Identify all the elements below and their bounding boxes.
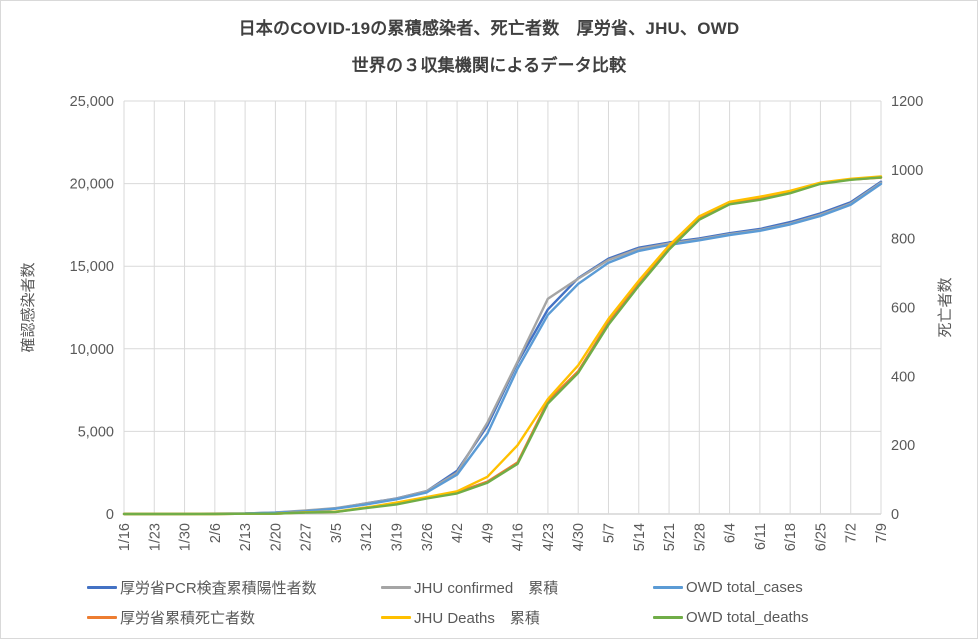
x-axis-tick-label: 3/19 bbox=[390, 523, 406, 551]
x-axis-tick-label: 6/25 bbox=[813, 523, 829, 551]
right-axis-tick-label: 800 bbox=[891, 232, 915, 248]
left-axis-tick-label: 25,000 bbox=[70, 94, 114, 110]
x-axis-tick-label: 2/6 bbox=[208, 523, 224, 543]
x-axis-tick-label: 7/9 bbox=[874, 523, 890, 543]
x-axis-tick-label: 1/30 bbox=[178, 523, 194, 551]
series-line-0 bbox=[122, 180, 883, 516]
left-axis-tick-label: 15,000 bbox=[70, 259, 114, 275]
legend-item-4: JHU Deaths 累積 bbox=[381, 607, 540, 627]
legend-label: OWD total_deaths bbox=[686, 608, 809, 626]
legend-item-5: OWD total_deaths bbox=[653, 607, 809, 627]
left-axis-tick-label: 5,000 bbox=[78, 424, 114, 440]
x-axis-tick-label: 3/12 bbox=[359, 523, 375, 551]
legend-line-marker bbox=[381, 585, 411, 589]
legend-line-marker bbox=[381, 615, 411, 619]
legend-item-1: JHU confirmed 累積 bbox=[381, 577, 558, 597]
left-axis-tick-label: 20,000 bbox=[70, 177, 114, 193]
x-axis-tick-label: 4/9 bbox=[480, 523, 496, 543]
x-axis-tick-label: 2/13 bbox=[238, 523, 254, 551]
x-axis-tick-label: 3/5 bbox=[329, 523, 345, 543]
x-axis-tick-label: 1/23 bbox=[147, 523, 163, 551]
right-axis-title: 死亡者数 bbox=[937, 277, 954, 337]
legend-item-3: 厚労省累積死亡者数 bbox=[87, 607, 255, 627]
series-line-5 bbox=[122, 176, 883, 516]
legend-label: OWD total_cases bbox=[686, 578, 803, 596]
chart-title-line1: 日本のCOVID-19の累積感染者、死亡者数 厚労省、JHU、OWD bbox=[238, 19, 740, 38]
legend-line-marker bbox=[653, 615, 683, 619]
chart-title-line2: 世界の３収集機関によるデータ比較 bbox=[351, 56, 627, 75]
legend-label: 厚労省累積死亡者数 bbox=[120, 609, 256, 627]
x-axis-tick-label: 3/26 bbox=[420, 523, 436, 551]
x-axis-tick-label: 5/7 bbox=[601, 523, 617, 543]
legend-item-2: OWD total_cases bbox=[653, 577, 803, 597]
x-axis-tick-label: 7/2 bbox=[844, 523, 860, 543]
right-axis-tick-label: 1200 bbox=[891, 94, 923, 110]
x-axis-tick-label: 4/2 bbox=[450, 523, 466, 543]
x-axis-tick-label: 5/28 bbox=[692, 523, 708, 551]
left-axis-title: 確認感染者数 bbox=[20, 262, 37, 352]
right-axis-tick-label: 1000 bbox=[891, 163, 923, 179]
legend-item-0: 厚労省PCR検査累積陽性者数 bbox=[87, 577, 317, 597]
legend-line-marker bbox=[87, 585, 117, 589]
x-axis-tick-label: 1/16 bbox=[117, 523, 133, 551]
x-axis-tick-label: 2/20 bbox=[268, 523, 284, 551]
legend-line-marker bbox=[87, 615, 117, 619]
left-axis-tick-label: 10,000 bbox=[70, 342, 114, 358]
legend-label: 厚労省PCR検査累積陽性者数 bbox=[120, 579, 317, 597]
x-axis-tick-label: 4/23 bbox=[541, 523, 557, 551]
legend-label: JHU Deaths 累積 bbox=[414, 609, 540, 627]
x-axis-tick-label: 5/21 bbox=[662, 523, 678, 551]
right-axis-tick-label: 400 bbox=[891, 369, 915, 385]
x-axis-tick-label: 2/27 bbox=[299, 523, 315, 551]
legend-line-marker bbox=[653, 585, 683, 589]
right-axis-tick-label: 200 bbox=[891, 438, 915, 454]
right-axis-tick-label: 0 bbox=[891, 507, 899, 523]
x-axis-tick-label: 6/18 bbox=[783, 523, 799, 551]
right-axis-tick-label: 600 bbox=[891, 301, 915, 317]
x-axis-tick-label: 4/30 bbox=[571, 523, 587, 551]
x-axis-tick-label: 6/4 bbox=[723, 523, 739, 543]
x-axis-tick-label: 5/14 bbox=[632, 523, 648, 551]
legend-label: JHU confirmed 累積 bbox=[414, 579, 559, 597]
x-axis-tick-label: 6/11 bbox=[753, 523, 769, 550]
x-axis-tick-label: 4/16 bbox=[511, 523, 527, 551]
left-axis-tick-label: 0 bbox=[106, 507, 114, 523]
